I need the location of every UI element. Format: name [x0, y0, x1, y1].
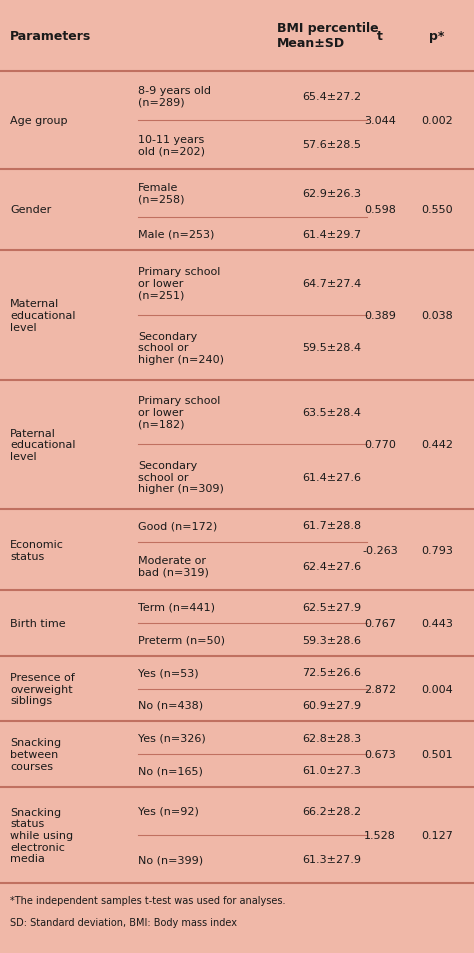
- Text: Age group: Age group: [10, 116, 67, 126]
- Text: 0.443: 0.443: [421, 618, 453, 629]
- Text: 3.044: 3.044: [364, 116, 396, 126]
- Text: 59.3±28.6: 59.3±28.6: [302, 635, 361, 645]
- Text: Paternal
educational
level: Paternal educational level: [10, 428, 75, 461]
- Text: Snacking
status
while using
electronic
media: Snacking status while using electronic m…: [10, 807, 73, 863]
- Text: Birth time: Birth time: [10, 618, 65, 629]
- Text: 0.673: 0.673: [364, 749, 396, 760]
- Text: Male (n=253): Male (n=253): [138, 230, 214, 239]
- Text: 60.9±27.9: 60.9±27.9: [302, 700, 361, 710]
- Text: 66.2±28.2: 66.2±28.2: [302, 806, 361, 816]
- Text: Preterm (n=50): Preterm (n=50): [138, 635, 225, 645]
- Text: Moderate or
bad (n=319): Moderate or bad (n=319): [138, 556, 209, 578]
- Text: Presence of
overweight
siblings: Presence of overweight siblings: [10, 672, 75, 705]
- Text: Yes (n=92): Yes (n=92): [138, 806, 199, 816]
- Text: 0.550: 0.550: [421, 205, 453, 215]
- Text: 61.7±28.8: 61.7±28.8: [302, 521, 361, 531]
- Text: 0.004: 0.004: [421, 684, 453, 694]
- Text: 0.770: 0.770: [364, 440, 396, 450]
- Text: Economic
status: Economic status: [10, 539, 64, 561]
- Text: 1.528: 1.528: [364, 830, 396, 841]
- Text: 65.4±27.2: 65.4±27.2: [302, 91, 361, 102]
- Text: Snacking
between
courses: Snacking between courses: [10, 738, 61, 771]
- Text: No (n=399): No (n=399): [138, 854, 203, 864]
- Text: 62.5±27.9: 62.5±27.9: [302, 602, 361, 612]
- Text: 61.4±29.7: 61.4±29.7: [302, 230, 361, 239]
- Text: Good (n=172): Good (n=172): [138, 521, 217, 531]
- Text: *The independent samples t-test was used for analyses.: *The independent samples t-test was used…: [10, 896, 285, 905]
- Text: 62.9±26.3: 62.9±26.3: [302, 189, 361, 199]
- Text: BMI percentile
Mean±SD: BMI percentile Mean±SD: [277, 22, 379, 51]
- Text: Secondary
school or
higher (n=240): Secondary school or higher (n=240): [138, 332, 224, 364]
- Text: Yes (n=326): Yes (n=326): [138, 733, 206, 742]
- Text: t: t: [377, 30, 383, 43]
- Text: No (n=165): No (n=165): [138, 765, 203, 776]
- Text: p*: p*: [429, 30, 445, 43]
- Text: Yes (n=53): Yes (n=53): [138, 667, 199, 678]
- Text: Primary school
or lower
(n=251): Primary school or lower (n=251): [138, 267, 220, 300]
- Text: 0.002: 0.002: [421, 116, 453, 126]
- Text: No (n=438): No (n=438): [138, 700, 203, 710]
- Text: 61.3±27.9: 61.3±27.9: [302, 854, 361, 864]
- Text: Parameters: Parameters: [10, 30, 91, 43]
- Text: 64.7±27.4: 64.7±27.4: [302, 278, 361, 288]
- Text: Female
(n=258): Female (n=258): [138, 183, 184, 205]
- Text: Primary school
or lower
(n=182): Primary school or lower (n=182): [138, 395, 220, 429]
- Text: Gender: Gender: [10, 205, 51, 215]
- Text: 61.4±27.6: 61.4±27.6: [302, 472, 361, 482]
- Text: 62.8±28.3: 62.8±28.3: [302, 733, 361, 742]
- Text: 8-9 years old
(n=289): 8-9 years old (n=289): [138, 86, 211, 108]
- Text: Maternal
educational
level: Maternal educational level: [10, 299, 75, 333]
- Text: 62.4±27.6: 62.4±27.6: [302, 561, 361, 572]
- Text: Secondary
school or
higher (n=309): Secondary school or higher (n=309): [138, 460, 224, 494]
- Text: 61.0±27.3: 61.0±27.3: [302, 765, 361, 776]
- Text: Term (n=441): Term (n=441): [138, 602, 215, 612]
- Text: 59.5±28.4: 59.5±28.4: [302, 343, 361, 353]
- Text: 0.767: 0.767: [364, 618, 396, 629]
- Text: 0.389: 0.389: [364, 311, 396, 320]
- Text: 0.598: 0.598: [364, 205, 396, 215]
- Text: -0.263: -0.263: [362, 545, 398, 556]
- Text: 72.5±26.6: 72.5±26.6: [302, 667, 361, 678]
- Text: 2.872: 2.872: [364, 684, 396, 694]
- Text: 0.038: 0.038: [421, 311, 453, 320]
- Text: 0.793: 0.793: [421, 545, 453, 556]
- Text: 63.5±28.4: 63.5±28.4: [302, 408, 361, 417]
- Text: 0.127: 0.127: [421, 830, 453, 841]
- Text: 57.6±28.5: 57.6±28.5: [302, 140, 361, 151]
- Text: 0.501: 0.501: [421, 749, 453, 760]
- Text: 0.442: 0.442: [421, 440, 453, 450]
- Text: 10-11 years
old (n=202): 10-11 years old (n=202): [138, 134, 205, 156]
- Text: SD: Standard deviation, BMI: Body mass index: SD: Standard deviation, BMI: Body mass i…: [10, 918, 237, 927]
